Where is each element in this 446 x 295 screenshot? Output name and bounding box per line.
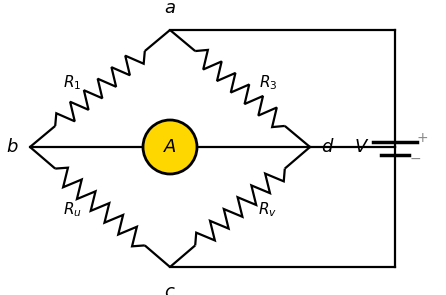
Text: $R_1$: $R_1$ xyxy=(63,74,81,92)
Text: $d$: $d$ xyxy=(321,138,335,156)
Text: $A$: $A$ xyxy=(163,138,177,156)
Text: $b$: $b$ xyxy=(6,138,18,156)
Text: $V$: $V$ xyxy=(354,138,370,156)
Text: $c$: $c$ xyxy=(164,283,176,295)
Text: $R_3$: $R_3$ xyxy=(259,74,277,92)
Text: +: + xyxy=(416,131,428,145)
Text: $a$: $a$ xyxy=(164,0,176,17)
Text: −: − xyxy=(409,152,421,166)
Text: $R_v$: $R_v$ xyxy=(259,201,277,219)
Circle shape xyxy=(143,120,197,174)
Text: $R_u$: $R_u$ xyxy=(62,201,82,219)
